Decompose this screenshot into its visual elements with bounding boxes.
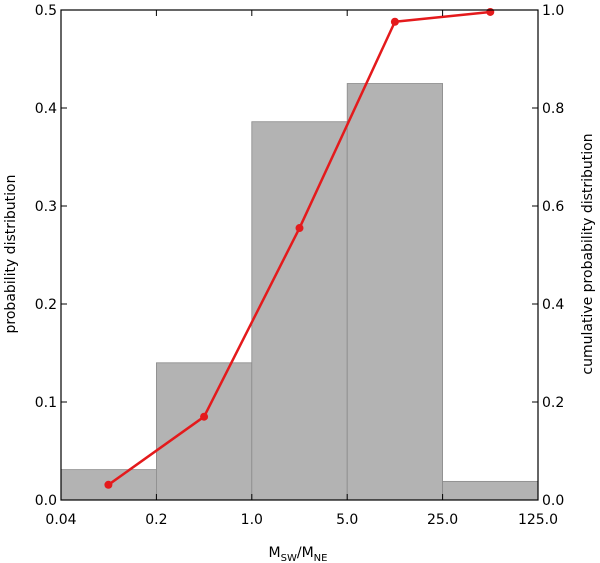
histogram-bar-3 bbox=[346, 83, 444, 501]
y-axis-right-label: cumulative probability distribution bbox=[580, 133, 596, 374]
y-left-tick-label-2: 0.2 bbox=[35, 297, 57, 313]
y-right-tick-label-4: 0.8 bbox=[542, 101, 564, 117]
y-left-tick-label-0: 0.0 bbox=[35, 493, 57, 509]
x-tick-label-2: 1.0 bbox=[241, 512, 263, 528]
histogram-bar-1 bbox=[155, 362, 253, 501]
y-left-tick-label-1: 0.1 bbox=[35, 395, 57, 411]
x-tick-label-0: 0.04 bbox=[45, 512, 76, 528]
y-left-tick-label-5: 0.5 bbox=[35, 3, 57, 19]
x-axis-ticks: 0.04 0.2 1.0 5.0 25.0 125.0 bbox=[45, 10, 558, 528]
y-right-tick-label-3: 0.6 bbox=[542, 199, 564, 215]
cumulative-point-2 bbox=[295, 224, 304, 233]
x-tick-label-4: 25.0 bbox=[427, 512, 458, 528]
cumulative-point-4 bbox=[486, 7, 495, 16]
x-tick-label-5: 125.0 bbox=[518, 512, 558, 528]
y-right-tick-label-2: 0.4 bbox=[542, 297, 564, 313]
y-right-tick-label-1: 0.2 bbox=[542, 395, 564, 411]
cumulative-point-0 bbox=[104, 480, 113, 489]
y-left-tick-label-4: 0.4 bbox=[35, 101, 57, 117]
y-right-tick-label-5: 1.0 bbox=[542, 3, 564, 19]
y-right-tick-label-0: 0.0 bbox=[542, 493, 564, 509]
x-tick-label-1: 0.2 bbox=[145, 512, 167, 528]
y-left-tick-label-3: 0.3 bbox=[35, 199, 57, 215]
x-tick-label-3: 5.0 bbox=[336, 512, 358, 528]
histogram-bars bbox=[60, 83, 539, 501]
histogram-bar-4 bbox=[442, 480, 539, 501]
cumulative-point-1 bbox=[200, 412, 209, 421]
left-y-axis-ticks: 0.0 0.1 0.2 0.3 0.4 0.5 bbox=[35, 3, 67, 509]
cumulative-point-3 bbox=[390, 17, 399, 26]
histogram-bar-2 bbox=[251, 121, 348, 501]
plot-frame bbox=[60, 9, 539, 501]
y-axis-left-label: probability distribution bbox=[3, 175, 19, 334]
right-y-axis-ticks: 0.0 0.2 0.4 0.6 0.8 1.0 bbox=[532, 3, 564, 509]
x-axis-label: MSW/MNE bbox=[269, 545, 328, 563]
